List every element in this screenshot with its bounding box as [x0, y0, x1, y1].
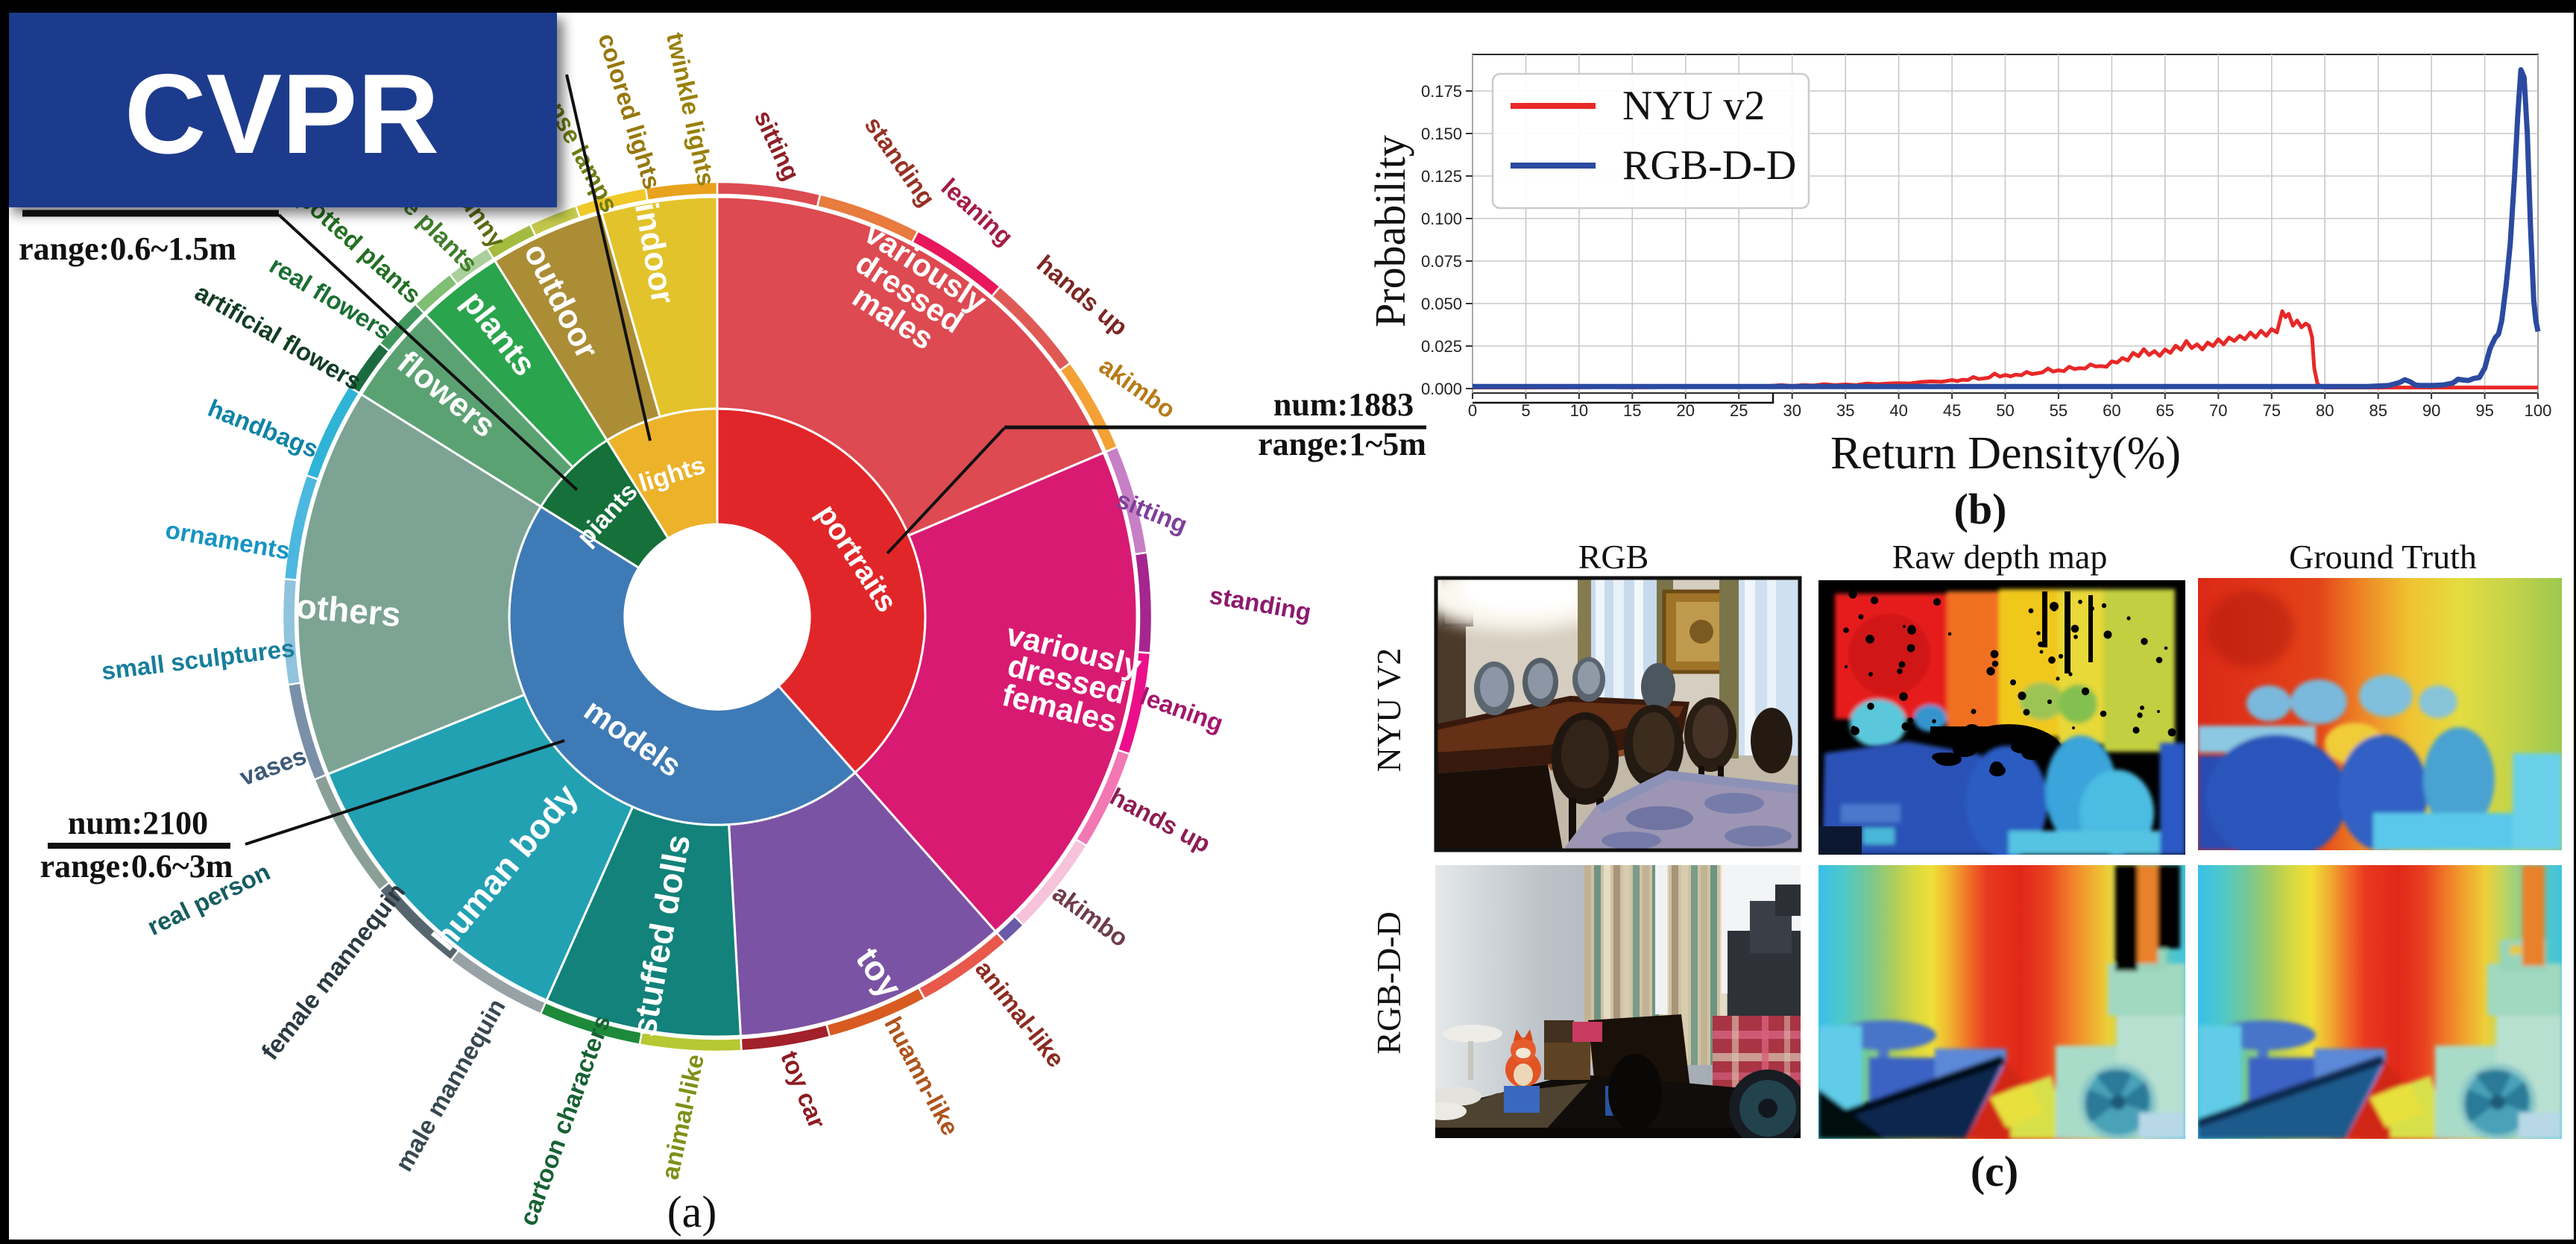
svg-text:45: 45: [1943, 401, 1961, 420]
svg-text:25: 25: [1730, 401, 1748, 420]
svg-text:RGB: RGB: [1578, 538, 1649, 576]
svg-text:5: 5: [1521, 401, 1530, 420]
svg-text:num:2100: num:2100: [68, 805, 208, 841]
svg-text:0.125: 0.125: [1421, 167, 1462, 186]
svg-text:0.100: 0.100: [1421, 210, 1462, 228]
svg-text:90: 90: [2422, 401, 2440, 420]
svg-text:0.150: 0.150: [1421, 125, 1462, 143]
svg-text:30: 30: [1783, 401, 1801, 420]
svg-text:0.050: 0.050: [1421, 295, 1462, 313]
svg-text:0.175: 0.175: [1421, 82, 1462, 101]
svg-text:others: others: [295, 586, 403, 634]
svg-text:Raw depth map: Raw depth map: [1892, 538, 2108, 576]
svg-text:85: 85: [2369, 401, 2387, 420]
svg-text:range:0.6~3m: range:0.6~3m: [40, 848, 233, 885]
svg-text:95: 95: [2475, 401, 2493, 420]
svg-text:(a): (a): [667, 1187, 717, 1237]
svg-text:65: 65: [2156, 401, 2174, 420]
svg-text:0: 0: [1468, 401, 1477, 420]
svg-text:15: 15: [1623, 401, 1641, 420]
svg-text:55: 55: [2050, 401, 2068, 420]
svg-text:NYU V2: NYU V2: [1370, 648, 1408, 773]
svg-text:0.075: 0.075: [1421, 252, 1462, 271]
svg-text:0.000: 0.000: [1421, 380, 1462, 398]
svg-text:100: 100: [2525, 401, 2552, 420]
svg-text:RGB-D-D: RGB-D-D: [1622, 142, 1796, 189]
svg-text:Return Density(%): Return Density(%): [1830, 428, 2181, 479]
svg-text:40: 40: [1889, 401, 1907, 420]
svg-text:CVPR: CVPR: [125, 51, 439, 178]
svg-text:60: 60: [2103, 401, 2120, 420]
svg-text:35: 35: [1836, 401, 1854, 420]
svg-text:10: 10: [1570, 401, 1588, 420]
svg-text:num:1883: num:1883: [1273, 386, 1414, 423]
svg-text:range:1~5m: range:1~5m: [1258, 426, 1426, 462]
svg-text:NYU v2: NYU v2: [1622, 83, 1765, 129]
svg-text:0.025: 0.025: [1421, 337, 1462, 356]
svg-text:(c): (c): [1971, 1147, 2018, 1196]
svg-text:20: 20: [1677, 401, 1695, 420]
svg-text:Probability: Probability: [1366, 135, 1414, 327]
svg-text:Ground Truth: Ground Truth: [2289, 538, 2477, 576]
svg-text:range:0.6~1.5m: range:0.6~1.5m: [19, 230, 236, 267]
svg-text:50: 50: [1996, 401, 2014, 420]
svg-text:75: 75: [2263, 401, 2281, 420]
svg-text:(b): (b): [1954, 485, 2007, 533]
svg-text:80: 80: [2316, 401, 2334, 420]
svg-text:RGB-D-D: RGB-D-D: [1370, 911, 1408, 1055]
svg-text:70: 70: [2209, 401, 2227, 420]
